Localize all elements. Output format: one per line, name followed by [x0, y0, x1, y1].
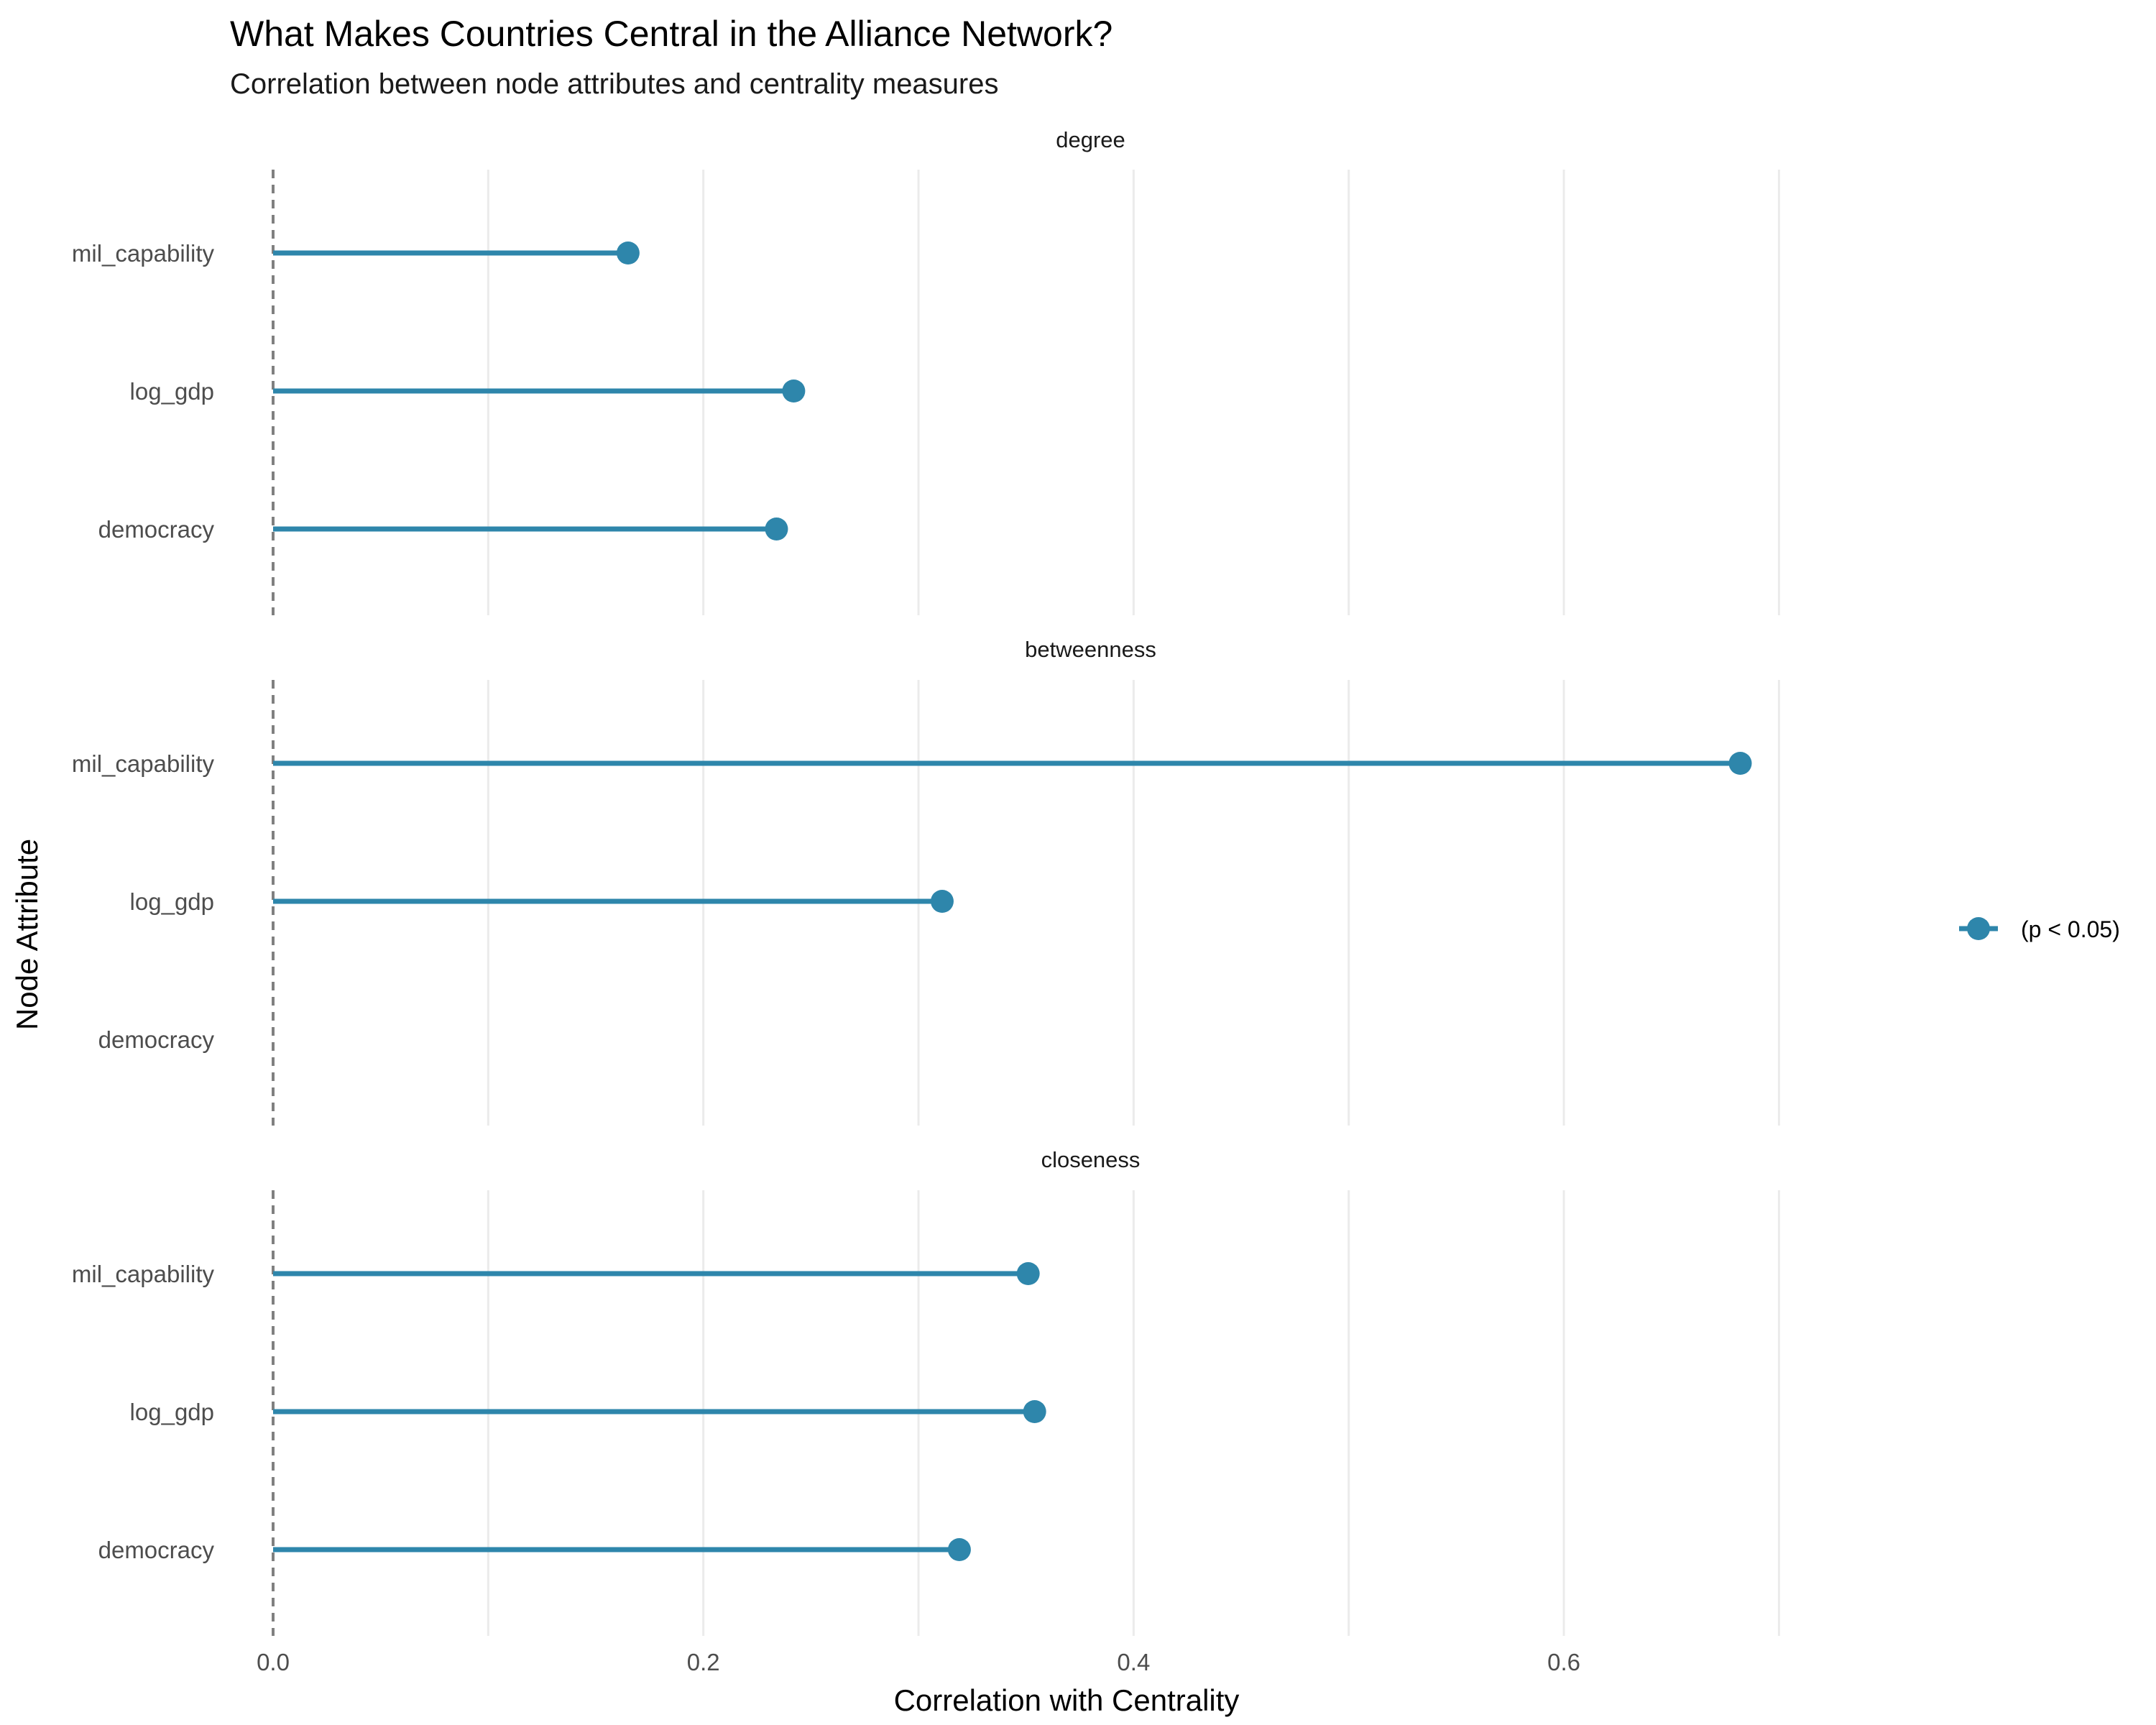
y-axis-title: Node Attribute [10, 839, 44, 1030]
chart-subtitle: Correlation between node attributes and … [230, 68, 999, 100]
y-tick-label: log_gdp [130, 888, 214, 915]
legend: (p < 0.05) [1959, 916, 2120, 942]
lollipop-point [1023, 1400, 1046, 1423]
x-tick-label: 0.2 [687, 1649, 720, 1675]
y-tick-label: mil_capability [72, 240, 215, 267]
lollipop-point [616, 242, 640, 264]
lollipop-point [947, 1538, 971, 1561]
chart-title: What Makes Countries Central in the Alli… [230, 14, 1112, 54]
y-tick-label: democracy [98, 516, 215, 543]
facet-label-betweenness: betweenness [1025, 637, 1156, 662]
lollipop-point [930, 890, 954, 913]
x-tick-label: 0.4 [1117, 1649, 1150, 1675]
lollipop-point [782, 380, 806, 402]
x-axis-title: Correlation with Centrality [894, 1683, 1240, 1717]
y-tick-label: mil_capability [72, 750, 215, 777]
lollipop-point [765, 518, 788, 540]
mark-layer [273, 242, 1752, 1561]
x-tick-layer: 0.0 0.2 0.4 0.6 [257, 1649, 1580, 1675]
lollipop-point [1016, 1262, 1040, 1285]
facet-strip-layer: degree betweenness closeness [1025, 127, 1156, 1172]
y-tick-layer: mil_capability log_gdp democracy mil_capabi… [72, 240, 215, 1563]
facet-label-closeness: closeness [1041, 1147, 1141, 1172]
y-tick-label: log_gdp [130, 1399, 214, 1425]
facet-label-degree: degree [1056, 127, 1125, 152]
x-tick-label: 0.6 [1547, 1649, 1580, 1675]
legend-label: (p < 0.05) [2021, 916, 2120, 942]
lollipop-point [1728, 752, 1752, 775]
y-tick-label: democracy [98, 1026, 215, 1053]
legend-key-point [1967, 917, 1990, 940]
y-tick-label: log_gdp [130, 378, 214, 405]
x-tick-label: 0.0 [257, 1649, 290, 1675]
y-tick-label: democracy [98, 1537, 215, 1563]
y-tick-label: mil_capability [72, 1261, 215, 1287]
